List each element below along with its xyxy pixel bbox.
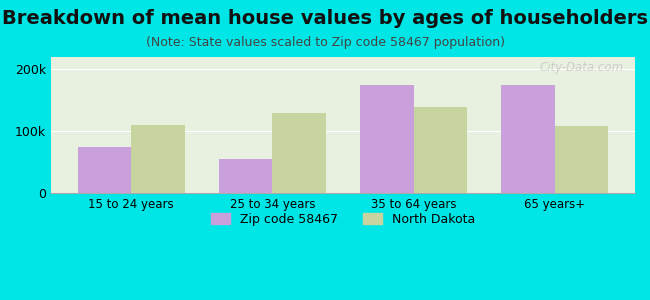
Bar	[219, 159, 272, 193]
Bar	[360, 85, 413, 193]
Text: (Note: State values scaled to Zip code 58467 population): (Note: State values scaled to Zip code 5…	[146, 36, 504, 49]
Bar	[413, 106, 467, 193]
Legend: Zip code 58467, North Dakota: Zip code 58467, North Dakota	[206, 208, 480, 231]
Bar	[131, 125, 185, 193]
Bar	[77, 147, 131, 193]
Text: City-Data.com: City-Data.com	[540, 61, 623, 74]
Bar	[555, 126, 608, 193]
Bar	[501, 85, 555, 193]
Bar	[272, 113, 326, 193]
Text: Breakdown of mean house values by ages of householders: Breakdown of mean house values by ages o…	[2, 9, 648, 28]
